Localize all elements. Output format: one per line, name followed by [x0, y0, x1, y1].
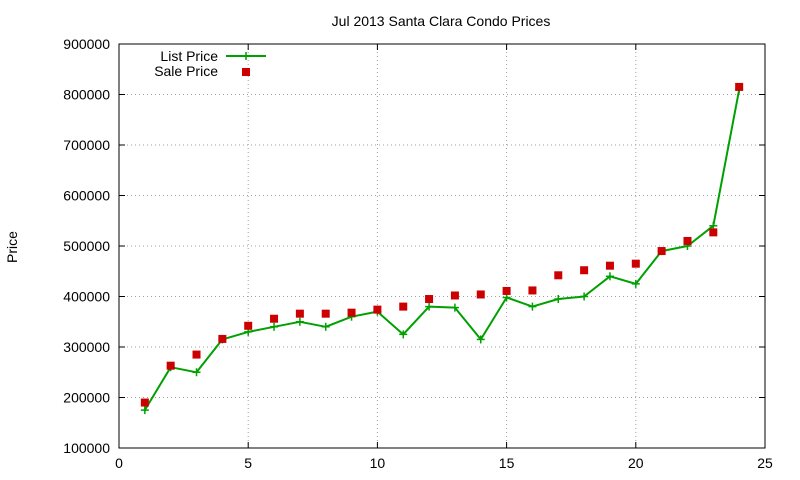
legend-sale-square: [242, 68, 250, 76]
list-price-line: [143, 89, 741, 411]
sale-price-point: [528, 286, 537, 295]
x-tick-label: 10: [370, 455, 386, 471]
sale-price-point: [244, 321, 253, 330]
sale-price-point: [683, 236, 692, 245]
list-price-point: [476, 335, 485, 344]
axis-ticks: 0 5 10 15 20 25 100000 200000 300000 400000 500000…: [63, 36, 773, 471]
list-price-point: [631, 279, 640, 288]
y-tick-label: 800000: [63, 87, 110, 103]
list-price-point: [450, 303, 459, 312]
legend-label-sale-price: Sale Price: [154, 63, 218, 79]
y-tick-label: 900000: [63, 36, 110, 52]
x-tick-label: 20: [628, 455, 644, 471]
sale-price-point: [192, 350, 201, 359]
sale-price-point: [580, 266, 589, 275]
y-tick-label: 100000: [63, 440, 110, 456]
legend: List Price Sale Price: [154, 48, 266, 79]
list-price-point: [580, 292, 589, 301]
sale-price-point: [709, 228, 718, 237]
grid: [119, 44, 765, 448]
sale-price-point: [631, 259, 640, 268]
list-price-point: [425, 302, 434, 311]
legend-swatch-sale-price: [242, 68, 250, 76]
x-tick-label: 25: [757, 455, 773, 471]
y-tick-label: 500000: [63, 238, 110, 254]
y-tick-label: 400000: [63, 289, 110, 305]
sale-price-point: [218, 334, 227, 343]
list-price-point: [270, 322, 279, 331]
sale-price-point: [373, 305, 382, 314]
y-tick-label: 600000: [63, 188, 110, 204]
list-price-point: [399, 330, 408, 339]
sale-price-point: [166, 361, 175, 370]
sale-price-point: [399, 302, 408, 311]
sale-price-point: [502, 286, 511, 295]
y-tick-label: 300000: [63, 339, 110, 355]
sale-price-point: [554, 271, 563, 280]
y-axis-label: Price: [4, 231, 20, 263]
sale-price-point: [450, 291, 459, 300]
sale-price-point: [735, 82, 744, 91]
sale-price-point: [425, 295, 434, 304]
sale-price-point: [347, 308, 356, 317]
list-price-point: [321, 322, 330, 331]
chart-title: Jul 2013 Santa Clara Condo Prices: [332, 13, 551, 29]
x-tick-label: 0: [115, 455, 123, 471]
x-tick-label: 15: [499, 455, 515, 471]
legend-swatch-list-price: [226, 52, 266, 60]
list-price-point: [140, 406, 149, 415]
sale-price-point: [140, 398, 149, 407]
legend-label-list-price: List Price: [160, 48, 218, 64]
list-price-point: [528, 302, 537, 311]
series: [140, 82, 744, 415]
plot-frame: [118, 43, 766, 449]
sale-price-point: [270, 314, 279, 323]
x-tick-label: 5: [244, 455, 252, 471]
y-tick-label: 700000: [63, 137, 110, 153]
list-price-point: [554, 295, 563, 304]
sale-price-point: [476, 290, 485, 299]
sale-price-point: [605, 261, 614, 270]
list-price-point: [605, 272, 614, 281]
sale-price-point: [321, 309, 330, 318]
sale-price-point: [295, 309, 304, 318]
y-tick-label: 200000: [63, 390, 110, 406]
list-price-point: [295, 317, 304, 326]
list-price-point: [192, 368, 201, 377]
sale-price-point: [657, 247, 666, 256]
